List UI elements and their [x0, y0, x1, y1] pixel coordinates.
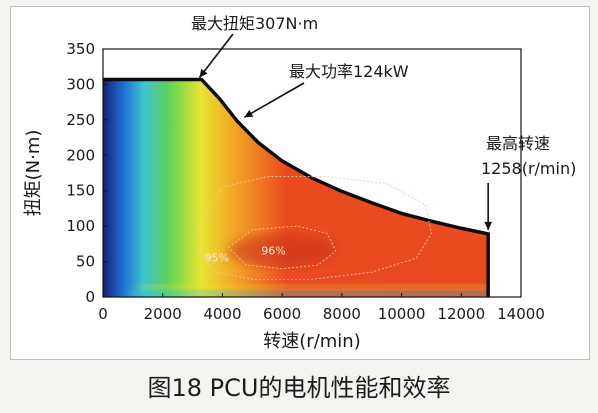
arrow-max-power [243, 82, 305, 118]
chart-frame: 95% 96% 0 2000 4000 6000 8000 10000 12000 14000 … [10, 6, 590, 360]
annotation-max-power: 最大功率124kW [289, 62, 409, 81]
x-tick-label: 0 [98, 305, 108, 323]
x-tick-label: 10000 [378, 305, 426, 323]
y-tick-label: 100 [66, 217, 95, 235]
x-tick-label: 4000 [203, 305, 241, 323]
low-torque-band-2 [138, 284, 489, 290]
arrow-max-speed-head [484, 221, 493, 230]
annotation-max-speed: 最高转速 [486, 134, 550, 153]
y-tick-label: 250 [66, 111, 95, 129]
x-axis-label: 转速(r/min) [263, 331, 360, 352]
arrow-max-power-head [244, 109, 254, 118]
arrow-max-torque-head [199, 68, 208, 78]
low-torque-band [126, 289, 489, 297]
torque-envelope-line [103, 77, 490, 297]
y-tick-label: 350 [66, 40, 95, 58]
y-axis-label: 扭矩(N·m) [23, 130, 44, 217]
peak-efficiency-zone [227, 234, 338, 267]
y-tick-label: 50 [76, 253, 95, 271]
contour-label-96: 96% [261, 244, 285, 257]
efficiency-map-chart: 95%96% 0 2000 4000 6000 8000 10000 12000 14000 … [23, 14, 576, 352]
y-tick-label: 0 [85, 288, 95, 306]
figure-caption: 图18 PCU的电机性能和效率 [147, 374, 451, 402]
x-tick-label: 8000 [323, 305, 361, 323]
x-tick-label: 6000 [263, 305, 301, 323]
arrow-max-torque [198, 33, 234, 78]
x-tick-label: 12000 [437, 305, 485, 323]
y-tick-label: 300 [66, 75, 95, 93]
efficiency-contour-0 [198, 176, 432, 280]
x-tick-label: 2000 [144, 305, 182, 323]
annotation-max-speed-value: 1258(r/min) [481, 159, 576, 178]
contour-label-95: 95% [205, 252, 229, 265]
efficiency-contour-1 [227, 225, 337, 270]
plot-area-border [102, 48, 522, 298]
y-tick-label: 200 [66, 146, 95, 164]
annotation-max-torque: 最大扭矩307N·m [191, 14, 318, 33]
x-tick-label: 14000 [497, 305, 545, 323]
y-tick-label: 150 [66, 182, 95, 200]
efficiency-field [103, 79, 489, 297]
